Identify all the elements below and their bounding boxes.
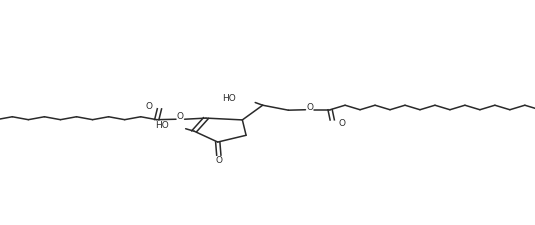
Text: O: O: [215, 155, 223, 164]
Text: O: O: [307, 103, 314, 112]
Text: O: O: [145, 101, 152, 110]
Text: HO: HO: [155, 120, 169, 129]
Text: O: O: [338, 118, 346, 127]
Text: O: O: [177, 112, 184, 121]
Text: HO: HO: [222, 93, 236, 102]
